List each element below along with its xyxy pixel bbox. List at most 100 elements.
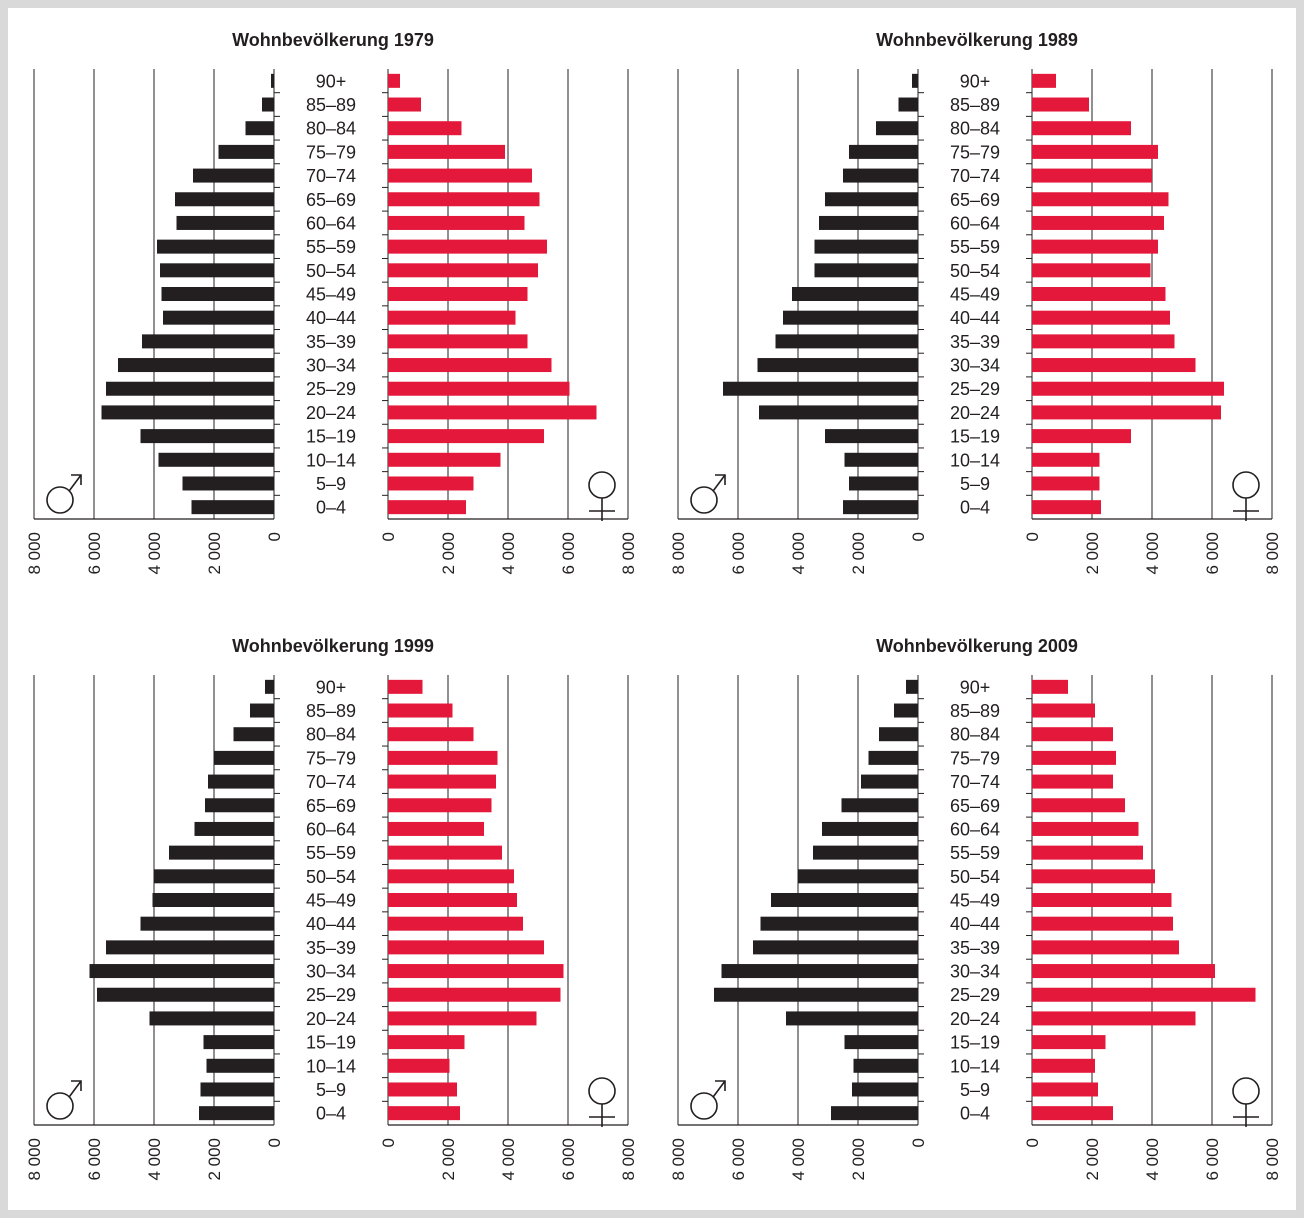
age-group-label: 40–44 bbox=[950, 914, 1000, 934]
male-bar bbox=[158, 452, 274, 467]
chart-title: Wohnbevölkerung 2009 bbox=[876, 636, 1078, 656]
age-group-label: 90+ bbox=[960, 677, 991, 697]
female-bar bbox=[388, 215, 525, 230]
female-bar bbox=[388, 381, 570, 396]
male-bar bbox=[271, 73, 274, 88]
female-tick-label: 4 000 bbox=[1143, 1138, 1162, 1181]
male-tick-label: 0 bbox=[265, 532, 284, 541]
male-tick-label: 8 000 bbox=[669, 532, 688, 575]
female-tick-label: 2 000 bbox=[1083, 1138, 1102, 1181]
male-bar bbox=[142, 334, 274, 349]
age-group-label: 35–39 bbox=[950, 938, 1000, 958]
age-group-label: 60–64 bbox=[306, 819, 356, 839]
male-bar bbox=[814, 263, 918, 278]
female-tick-label: 0 bbox=[1023, 1138, 1042, 1147]
age-group-label: 25–29 bbox=[306, 985, 356, 1005]
male-tick-label: 8 000 bbox=[25, 1138, 44, 1181]
age-group-label: 15–19 bbox=[306, 1033, 356, 1053]
female-bar bbox=[388, 121, 462, 136]
female-bar bbox=[1032, 144, 1158, 159]
male-bar bbox=[841, 798, 918, 813]
female-bar bbox=[388, 798, 492, 813]
male-symbol-arrowhead bbox=[715, 1080, 726, 1091]
age-group-label: 5–9 bbox=[960, 1080, 990, 1100]
female-bar bbox=[1032, 774, 1113, 789]
age-group-label: 0–4 bbox=[316, 1104, 346, 1124]
age-group-label: 25–29 bbox=[306, 379, 356, 399]
age-group-label: 60–64 bbox=[306, 213, 356, 233]
age-group-label: 85–89 bbox=[306, 701, 356, 721]
female-bar bbox=[388, 334, 528, 349]
female-bar bbox=[388, 144, 505, 159]
male-bar bbox=[879, 727, 918, 742]
female-bar bbox=[388, 893, 517, 907]
age-group-label: 55–59 bbox=[950, 237, 1000, 257]
male-bar bbox=[106, 940, 274, 955]
female-tick-label: 4 000 bbox=[1143, 532, 1162, 575]
male-tick-label: 4 000 bbox=[789, 1138, 808, 1181]
female-tick-label: 6 000 bbox=[559, 532, 578, 575]
female-tick-label: 0 bbox=[1023, 532, 1042, 541]
female-bar bbox=[1032, 358, 1196, 373]
male-tick-label: 2 000 bbox=[205, 1138, 224, 1181]
age-group-label: 10–14 bbox=[950, 450, 1000, 470]
female-bar bbox=[388, 310, 516, 325]
female-bar bbox=[388, 987, 561, 1002]
male-bar bbox=[203, 1035, 274, 1050]
female-bar bbox=[1032, 869, 1155, 884]
female-symbol-icon bbox=[588, 471, 616, 521]
pyramid-panel: Wohnbevölkerung 1989 90+ 85–89 80–84 75–79 70… bbox=[669, 30, 1282, 575]
female-bar bbox=[1032, 703, 1095, 718]
female-bar bbox=[388, 727, 474, 742]
male-bar bbox=[199, 1106, 274, 1121]
female-tick-label: 6 000 bbox=[1203, 1138, 1222, 1181]
age-group-label: 65–69 bbox=[950, 796, 1000, 816]
male-bar bbox=[118, 358, 274, 373]
age-group-label: 80–84 bbox=[306, 725, 356, 745]
male-bar bbox=[876, 121, 918, 136]
male-bar bbox=[852, 1082, 918, 1097]
female-bar bbox=[388, 774, 496, 789]
age-group-label: 70–74 bbox=[306, 166, 356, 186]
female-bar bbox=[1032, 429, 1131, 444]
female-bar bbox=[388, 679, 423, 694]
age-group-label: 50–54 bbox=[306, 261, 356, 281]
male-symbol-icon bbox=[690, 474, 726, 514]
female-bar bbox=[1032, 263, 1151, 278]
female-tick-label: 6 000 bbox=[1203, 532, 1222, 575]
male-symbol-circle bbox=[690, 486, 718, 514]
male-tick-label: 4 000 bbox=[145, 532, 164, 575]
age-group-label: 30–34 bbox=[306, 356, 356, 376]
age-group-label: 25–29 bbox=[950, 379, 1000, 399]
age-group-label: 45–49 bbox=[306, 891, 356, 911]
male-bar bbox=[843, 168, 918, 183]
male-bar bbox=[775, 334, 918, 349]
male-bar bbox=[176, 215, 274, 230]
male-bar bbox=[786, 1011, 918, 1026]
female-bar bbox=[1032, 287, 1166, 301]
age-group-label: 40–44 bbox=[306, 308, 356, 328]
male-tick-label: 2 000 bbox=[205, 532, 224, 575]
male-bar bbox=[101, 405, 274, 420]
female-bar bbox=[1032, 1082, 1098, 1097]
male-bar bbox=[813, 845, 918, 860]
male-bar bbox=[157, 239, 274, 254]
age-group-label: 75–79 bbox=[306, 142, 356, 162]
female-bar bbox=[388, 73, 400, 88]
female-bar bbox=[388, 916, 523, 931]
male-bar bbox=[175, 192, 274, 207]
age-group-label: 80–84 bbox=[306, 119, 356, 139]
female-bar bbox=[388, 192, 540, 207]
age-group-label: 10–14 bbox=[950, 1056, 1000, 1076]
male-bar bbox=[152, 893, 274, 907]
female-bar bbox=[1032, 121, 1131, 136]
male-bar bbox=[798, 869, 918, 884]
male-bar bbox=[792, 287, 918, 301]
female-bar bbox=[1032, 168, 1152, 183]
male-bar bbox=[233, 727, 274, 742]
female-tick-label: 8 000 bbox=[619, 1138, 638, 1181]
age-group-label: 30–34 bbox=[306, 962, 356, 982]
age-group-label: 75–79 bbox=[306, 748, 356, 768]
female-bar bbox=[1032, 916, 1173, 931]
pyramid-panel: Wohnbevölkerung 2009 90+ 85–89 80–84 75–79 70… bbox=[669, 636, 1282, 1181]
